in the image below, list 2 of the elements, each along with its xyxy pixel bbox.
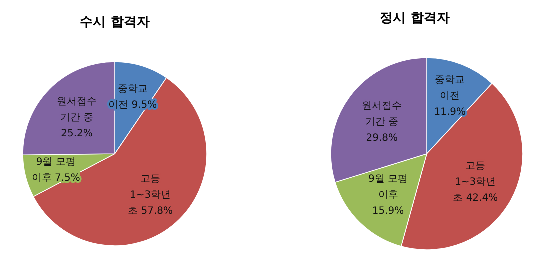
chart-title: 수시 합격자 xyxy=(80,15,150,30)
chart-title: 정시 합격자 xyxy=(380,11,450,26)
